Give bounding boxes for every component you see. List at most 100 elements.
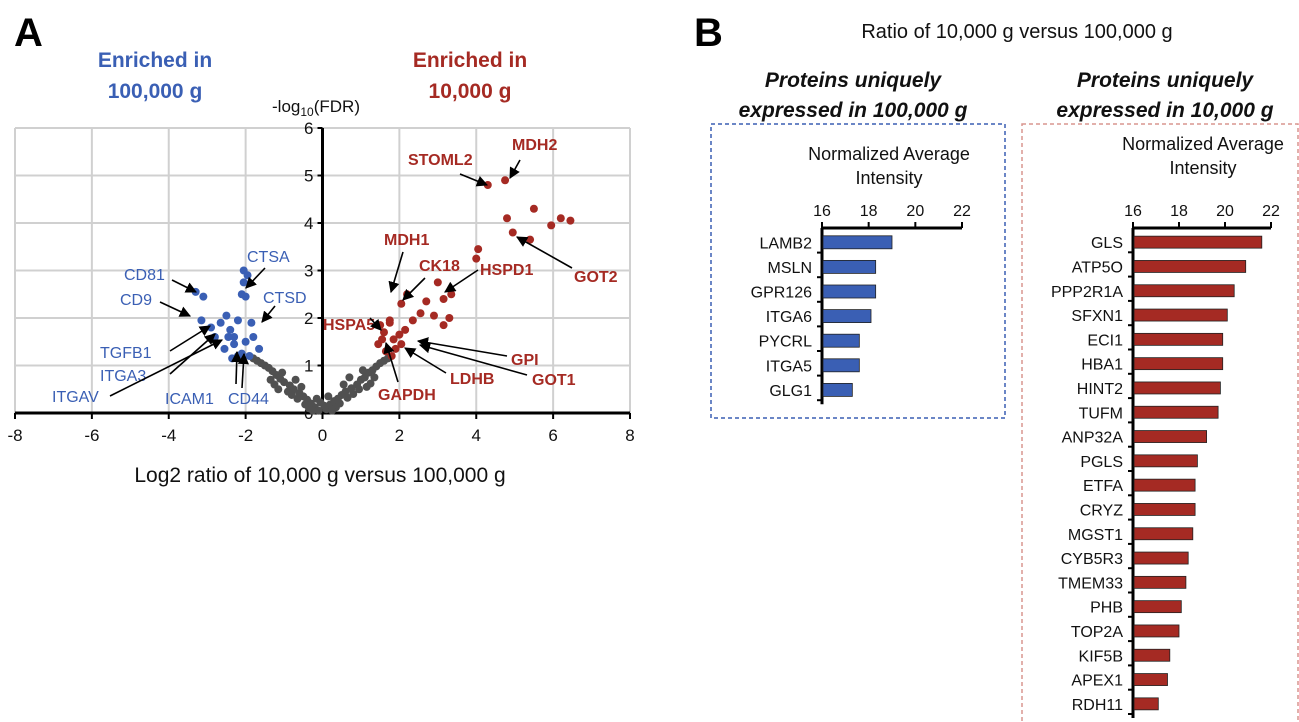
- scatter-point: [266, 375, 275, 384]
- bar-category-label: TOP2A: [1071, 624, 1124, 641]
- scatter-point: [230, 340, 239, 349]
- scatter-point: [397, 299, 406, 308]
- bar: [822, 382, 853, 397]
- scatter-point: [556, 214, 565, 223]
- bar-category-label: HINT2: [1077, 381, 1123, 398]
- x-axis-label: Log2 ratio of 10,000 g versus 100,000 g: [134, 464, 505, 487]
- bar: [1133, 527, 1194, 541]
- scatter-point: [474, 245, 483, 254]
- scatter-point: [395, 330, 404, 339]
- right-bar-frame: [1021, 123, 1299, 722]
- bar-x-tick-label: 18: [860, 203, 878, 220]
- scatter-point: [247, 318, 256, 327]
- y-tick-label: 3: [304, 262, 313, 281]
- annotation-arrow: [388, 251, 404, 294]
- bar-x-tick-label: 22: [953, 203, 971, 220]
- scatter-point: [241, 292, 250, 301]
- annotation-label: GPI: [511, 352, 539, 369]
- bar-category-label: CRYZ: [1080, 502, 1123, 519]
- x-tick-label: 8: [625, 426, 634, 445]
- x-tick-label: -8: [7, 426, 22, 445]
- scatter-point: [324, 392, 333, 401]
- annotation-arrow: [383, 341, 399, 383]
- bar-x-tick-label: 18: [1170, 203, 1188, 220]
- annotation-arrow: [245, 267, 266, 289]
- scatter-point: [408, 316, 417, 325]
- bar-category-label: LAMB2: [760, 235, 813, 252]
- x-tick-label: 0: [318, 426, 327, 445]
- scatter-point: [343, 393, 352, 402]
- bar: [1133, 308, 1228, 322]
- x-tick-label: 6: [548, 426, 557, 445]
- x-tick-label: 2: [395, 426, 404, 445]
- bar: [822, 284, 877, 299]
- scatter-point: [422, 297, 431, 306]
- bar-category-label: SFXN1: [1071, 308, 1123, 325]
- scatter-point: [249, 333, 258, 341]
- scatter-point: [233, 352, 242, 360]
- annotation-arrow: [261, 305, 276, 323]
- bar: [1133, 624, 1180, 638]
- scatter-point: [389, 335, 398, 344]
- annotation-arrow: [109, 339, 224, 397]
- scatter-point: [278, 368, 287, 377]
- annotation-arrow: [402, 277, 426, 301]
- x-tick-label: 4: [472, 426, 481, 445]
- scatter-point: [222, 311, 231, 320]
- annotation-arrow: [418, 342, 528, 376]
- y-tick-label: 2: [304, 309, 313, 328]
- scatter-point: [355, 385, 364, 394]
- bar: [1133, 648, 1171, 662]
- annotation-arrow: [404, 347, 447, 374]
- scatter-point: [447, 290, 456, 299]
- bar-category-label: ITGA6: [766, 309, 812, 326]
- scatter-point: [439, 321, 448, 330]
- right-enriched-heading-2: 10,000 g: [429, 80, 512, 103]
- scatter-point: [416, 309, 425, 318]
- bar: [1133, 284, 1235, 298]
- scatter-point: [291, 375, 300, 384]
- annotation-label: MDH2: [512, 137, 557, 154]
- scatter-point: [566, 216, 575, 225]
- scatter-point: [362, 382, 371, 391]
- scatter-point: [501, 176, 510, 185]
- x-tick-label: -2: [238, 426, 253, 445]
- bar-category-label: ATP5O: [1072, 259, 1123, 276]
- left-enriched-heading-2: 100,000 g: [108, 80, 203, 103]
- annotation-label: CTSD: [263, 290, 307, 307]
- y-tick-label: 1: [304, 357, 313, 376]
- bar-category-label: APEX1: [1071, 673, 1123, 690]
- scatter-point: [349, 390, 358, 398]
- scatter-point: [220, 344, 229, 353]
- annotation-label: LDHB: [450, 371, 494, 388]
- bar-x-tick-label: 16: [813, 203, 831, 220]
- right-axis-title-2: Intensity: [1169, 158, 1236, 178]
- scatter-point: [429, 311, 438, 320]
- bar: [1133, 235, 1263, 249]
- bar-x-tick-label: 20: [1216, 203, 1234, 220]
- annotation-arrow: [169, 325, 211, 352]
- annotation-arrow: [516, 236, 573, 269]
- y-tick-label: 5: [304, 167, 313, 186]
- bar: [822, 235, 893, 250]
- bar-category-label: MGST1: [1068, 527, 1123, 544]
- bar-category-label: ANP32A: [1062, 430, 1124, 447]
- scatter-point: [439, 295, 448, 303]
- scatter-point: [378, 335, 387, 344]
- bar-category-label: RDH11: [1072, 697, 1123, 714]
- scatter-point: [239, 278, 248, 287]
- scatter-point: [255, 344, 264, 353]
- annotation-arrow: [459, 173, 489, 187]
- bar-category-label: GLS: [1091, 235, 1123, 252]
- bar: [822, 259, 877, 274]
- bar-category-label: GLG1: [769, 383, 812, 400]
- bar-category-label: KIF5B: [1079, 648, 1123, 665]
- annotation-label: HSPD1: [480, 262, 533, 279]
- scatter-point: [445, 314, 454, 322]
- scatter-point: [216, 318, 225, 327]
- bar-category-label: HBA1: [1081, 357, 1123, 374]
- scatter-point: [241, 337, 250, 346]
- scatter-point: [397, 340, 406, 349]
- left-axis-title-1: Normalized Average: [808, 144, 970, 164]
- scatter-point: [472, 254, 481, 263]
